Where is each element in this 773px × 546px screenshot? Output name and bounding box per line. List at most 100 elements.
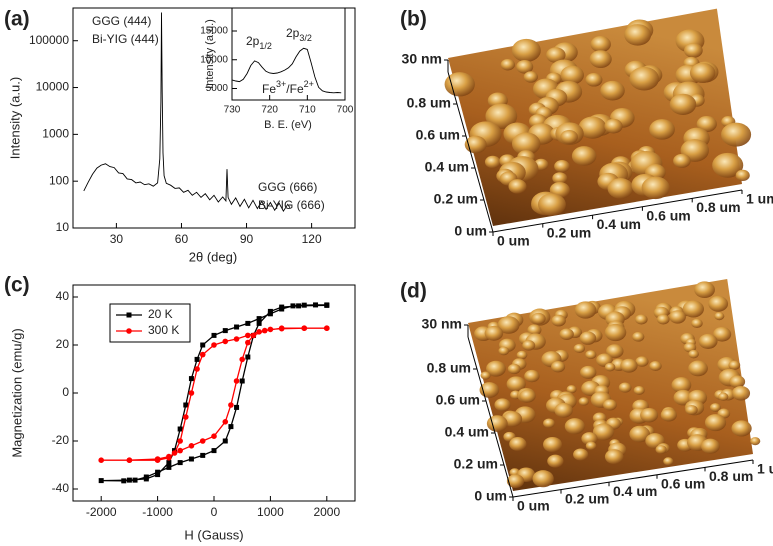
data-marker: [132, 477, 138, 483]
y-tick-label: 0.8 um: [407, 95, 451, 111]
x-tick-label: 0.6 um: [661, 476, 705, 492]
data-marker: [290, 303, 296, 309]
data-marker: [121, 478, 127, 484]
afm-grain: [585, 72, 603, 87]
afm-grain: [604, 118, 623, 134]
data-marker: [155, 469, 161, 475]
afm-grain: [527, 324, 542, 336]
afm-grain: [516, 59, 534, 74]
data-line: [231, 47, 342, 94]
x-axis: [492, 189, 743, 233]
y-tick-label: 5000: [206, 83, 229, 94]
data-marker: [222, 419, 229, 425]
y-tick-label: 0.8 um: [427, 360, 471, 376]
data-marker: [194, 356, 200, 362]
afm-grain: [546, 47, 566, 63]
afm-grain: [735, 169, 750, 182]
y-tick-label: 0.2 um: [454, 456, 498, 472]
afm-grain: [523, 71, 539, 83]
annotation: 2p1/2: [246, 34, 272, 51]
panel-label: (d): [400, 280, 427, 303]
afm-grain: [497, 316, 520, 334]
afm-grain: [673, 153, 691, 168]
data-marker: [211, 448, 217, 454]
afm-grain: [516, 350, 528, 360]
y-tick-label: 10000: [36, 80, 70, 94]
data-marker: [199, 438, 206, 444]
afm-grain: [484, 325, 504, 341]
data-marker: [194, 366, 200, 372]
data-marker: [233, 336, 240, 342]
data-marker: [188, 376, 194, 382]
y-tick-label: 0.2 um: [434, 191, 478, 207]
afm-grain: [508, 179, 527, 194]
afm-grain: [607, 178, 634, 199]
plot-frame: [231, 7, 346, 101]
afm-grain: [444, 72, 475, 97]
afm-grain: [635, 314, 648, 325]
y-tick-label: 100000: [29, 33, 69, 47]
x-tick-label: 1 um: [746, 191, 773, 207]
afm-grain: [532, 470, 554, 488]
afm-grain: [641, 176, 670, 200]
afm-grain: [507, 363, 521, 375]
afm-grain: [633, 386, 645, 395]
data-marker: [261, 327, 268, 334]
legend-marker: [126, 312, 132, 318]
data-marker: [211, 332, 217, 338]
afm-grain: [669, 93, 697, 115]
x-tick-label: 700: [337, 105, 354, 116]
afm-grain: [635, 356, 649, 367]
y-tick-label: 100: [49, 173, 69, 187]
data-marker: [166, 453, 172, 460]
x-tick-label: 0 um: [497, 233, 530, 249]
afm-grain: [685, 404, 698, 415]
afm-grain: [585, 350, 597, 360]
afm-grain: [718, 392, 729, 401]
data-marker: [188, 456, 194, 462]
afm-grain: [585, 441, 597, 451]
afm-grain: [506, 376, 526, 392]
afm-grain: [606, 344, 624, 359]
afm-grain: [578, 397, 590, 406]
afm-grain: [522, 340, 536, 351]
data-marker: [98, 478, 104, 484]
data-marker: [188, 443, 195, 449]
data-marker: [211, 433, 217, 440]
annotation: GGG (444): [92, 14, 151, 28]
data-marker: [239, 378, 245, 384]
afm-grain: [552, 172, 568, 185]
afm-grain: [579, 331, 597, 345]
afm-grain: [663, 457, 674, 466]
data-marker: [177, 460, 183, 466]
afm-grain: [578, 116, 607, 139]
afm-grain: [694, 281, 715, 299]
afm-grain: [656, 314, 670, 325]
afm-grain: [712, 152, 744, 178]
data-marker: [313, 302, 319, 308]
afm-grain: [604, 362, 616, 372]
afm-grain: [729, 375, 746, 389]
annotation-part: 3/2: [299, 33, 312, 43]
data-marker: [222, 438, 228, 444]
afm-grain: [566, 385, 577, 394]
annotation: GGG (666): [258, 180, 317, 194]
afm-grain: [708, 295, 729, 312]
data-marker: [278, 325, 285, 332]
data-marker: [233, 378, 240, 384]
afm-grain: [714, 312, 725, 321]
afm-grain: [581, 432, 598, 445]
x-tick-label: 60: [175, 232, 189, 246]
x-tick-label: 1000: [257, 505, 284, 519]
afm-grain: [580, 365, 597, 379]
x-axis-label: B. E. (eV): [264, 119, 312, 131]
y-tick-label: -40: [52, 481, 70, 495]
y-tick-label: 15000: [200, 26, 228, 37]
x-tick-label: 30: [110, 232, 124, 246]
annotation-part: Fe: [262, 82, 276, 96]
x-tick-label: 90: [240, 232, 254, 246]
x-tick-label: -2000: [86, 505, 117, 519]
afm-grain: [484, 155, 501, 169]
afm-grain: [464, 135, 487, 154]
x-tick-label: 0.6 um: [646, 208, 690, 224]
